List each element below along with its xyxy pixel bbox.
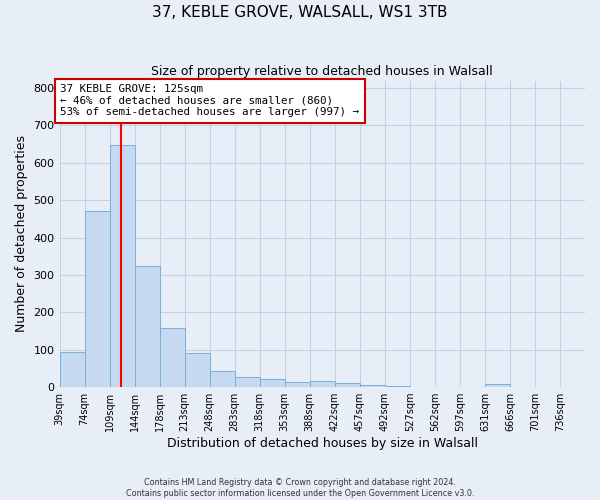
- Bar: [310, 382, 335, 387]
- Bar: [260, 379, 285, 387]
- Bar: [85, 212, 110, 387]
- Text: Contains HM Land Registry data © Crown copyright and database right 2024.
Contai: Contains HM Land Registry data © Crown c…: [126, 478, 474, 498]
- Bar: [59, 352, 85, 387]
- Bar: [285, 382, 310, 387]
- X-axis label: Distribution of detached houses by size in Walsall: Distribution of detached houses by size …: [167, 437, 478, 450]
- Bar: [485, 384, 510, 387]
- Bar: [110, 145, 134, 387]
- Bar: [335, 384, 360, 387]
- Text: 37 KEBLE GROVE: 125sqm
← 46% of detached houses are smaller (860)
53% of semi-de: 37 KEBLE GROVE: 125sqm ← 46% of detached…: [60, 84, 359, 117]
- Y-axis label: Number of detached properties: Number of detached properties: [15, 136, 28, 332]
- Bar: [235, 376, 260, 387]
- Bar: [209, 371, 235, 387]
- Bar: [385, 386, 410, 387]
- Title: Size of property relative to detached houses in Walsall: Size of property relative to detached ho…: [151, 65, 493, 78]
- Bar: [160, 328, 185, 387]
- Bar: [185, 353, 209, 387]
- Text: 37, KEBLE GROVE, WALSALL, WS1 3TB: 37, KEBLE GROVE, WALSALL, WS1 3TB: [152, 5, 448, 20]
- Bar: [360, 385, 385, 387]
- Bar: [134, 266, 160, 387]
